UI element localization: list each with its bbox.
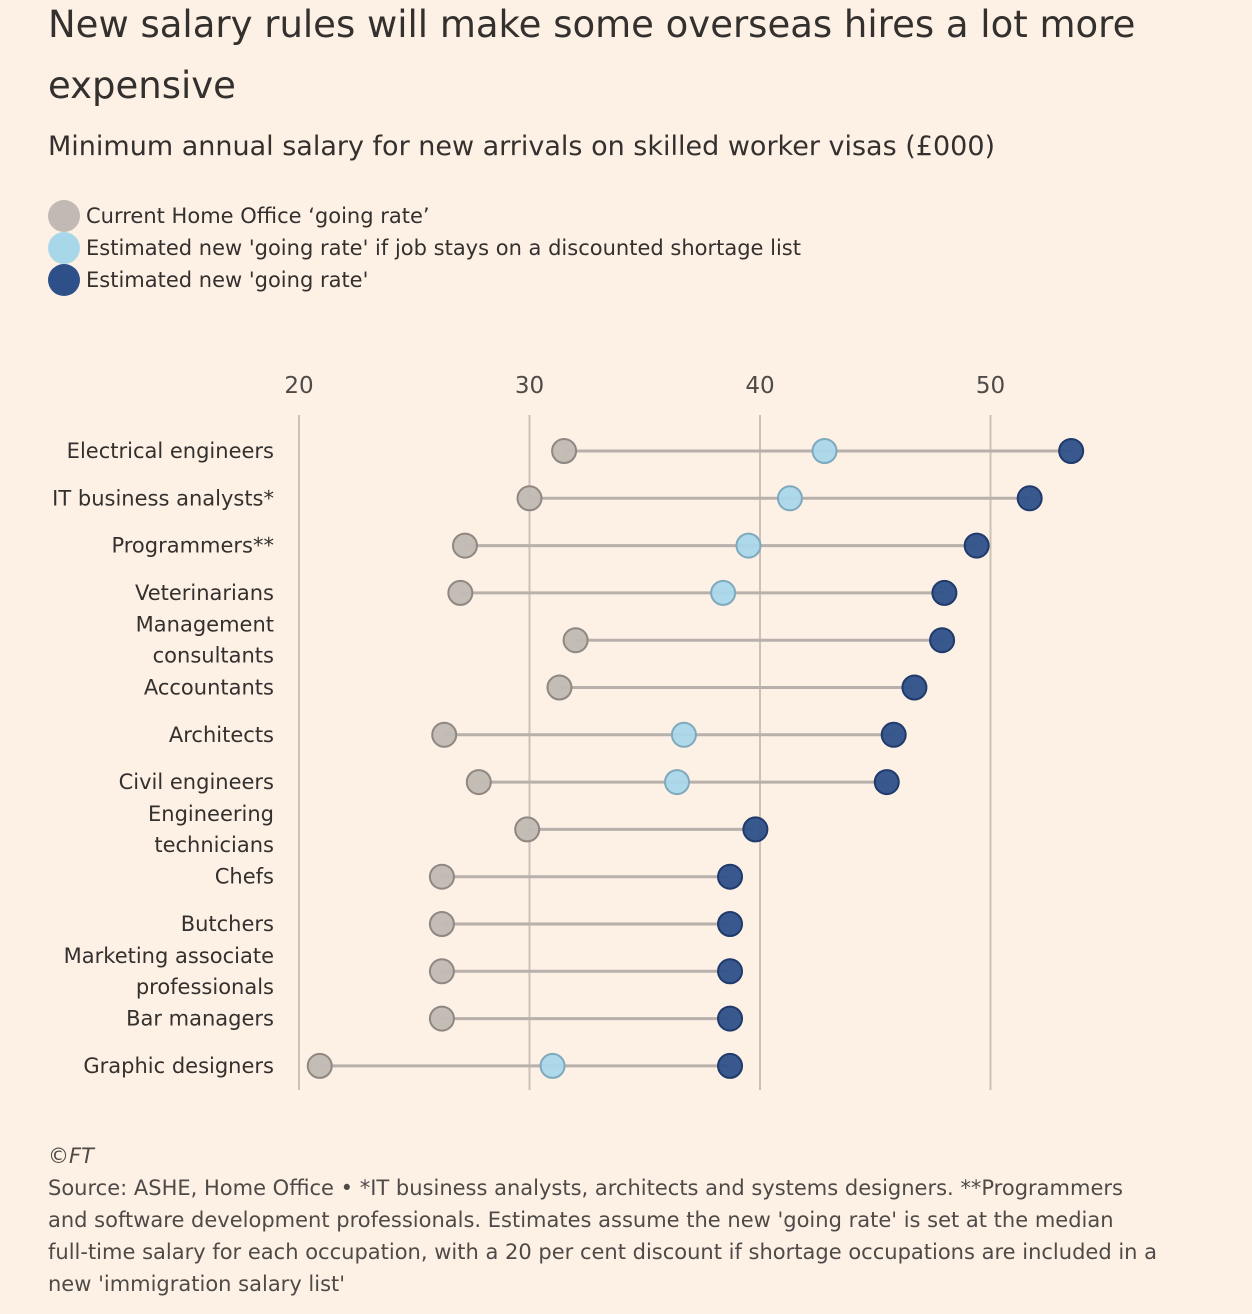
x-tick-label-30: 30 [515, 373, 544, 399]
data-point [664, 769, 691, 796]
legend: Current Home Office ‘going rate’ Estimat… [48, 200, 801, 296]
data-point [873, 769, 900, 796]
data-point [717, 1005, 744, 1032]
data-point [963, 532, 990, 559]
data-point [717, 863, 744, 890]
legend-item-new: Estimated new 'going rate' [48, 264, 801, 296]
data-point [717, 958, 744, 985]
source-note: Source: ASHE, Home Office • *IT business… [48, 1176, 1158, 1296]
data-point [514, 816, 541, 843]
x-tick-label-40: 40 [745, 373, 774, 399]
data-point [428, 863, 455, 890]
data-point [516, 485, 543, 512]
data-point [901, 674, 928, 701]
data-point [811, 438, 838, 464]
data-point [670, 721, 697, 748]
data-point [717, 911, 744, 937]
legend-swatch-new [48, 264, 80, 296]
chart-subtitle: Minimum annual salary for new arrivals o… [48, 131, 996, 162]
x-tick-label-20: 20 [284, 373, 313, 399]
category-label: Veterinarians [135, 581, 274, 605]
data-point [428, 911, 455, 937]
category-label: Engineering technicians [148, 802, 274, 857]
data-point [451, 532, 478, 559]
data-point [1016, 485, 1043, 512]
data-point [562, 627, 589, 654]
legend-swatch-discounted [48, 232, 80, 264]
data-point [465, 769, 492, 796]
legend-swatch-current [48, 200, 80, 232]
chart-title: New salary rules will make some overseas… [48, 3, 1136, 107]
data-point [776, 485, 803, 512]
data-point [880, 721, 907, 748]
category-label: Architects [169, 723, 274, 747]
legend-item-discounted: Estimated new 'going rate' if job stays … [48, 232, 801, 264]
x-tick-label-50: 50 [976, 373, 1005, 399]
data-point [551, 438, 578, 464]
category-label: IT business analysts* [52, 486, 274, 510]
data-point [428, 958, 455, 985]
category-label: Butchers [181, 912, 274, 936]
data-point [546, 674, 573, 701]
category-label: Bar managers [126, 1007, 274, 1031]
legend-label-current: Current Home Office ‘going rate’ [86, 204, 430, 228]
footer: ©FT Source: ASHE, Home Office • *IT busi… [48, 1140, 1158, 1300]
data-point [431, 721, 458, 748]
data-point [710, 579, 737, 606]
legend-label-discounted: Estimated new 'going rate' if job stays … [86, 236, 801, 260]
data-point [735, 532, 762, 559]
category-label: Civil engineers [119, 770, 274, 794]
data-point [931, 579, 958, 606]
data-point [929, 627, 956, 654]
legend-item-current: Current Home Office ‘going rate’ [48, 200, 801, 232]
category-label: Chefs [215, 865, 274, 889]
legend-label-new: Estimated new 'going rate' [86, 268, 369, 292]
data-point [306, 1052, 333, 1079]
data-point [717, 1052, 744, 1079]
dot-range-chart: 20 30 40 50 Electrical engineers IT business … [52, 373, 1085, 1090]
category-label: Graphic designers [83, 1054, 274, 1078]
data-point [447, 579, 474, 606]
category-label: Electrical engineers [67, 439, 274, 463]
category-label: Programmers** [111, 534, 274, 558]
category-label: Accountants [144, 676, 274, 700]
data-point [428, 1005, 455, 1032]
data-point [742, 816, 769, 843]
data-point [1058, 438, 1085, 464]
category-label: Marketing associate professionals [64, 944, 274, 999]
category-label: Management consultants [136, 613, 274, 668]
credit: ©FT [48, 1144, 94, 1168]
data-point [539, 1052, 566, 1079]
